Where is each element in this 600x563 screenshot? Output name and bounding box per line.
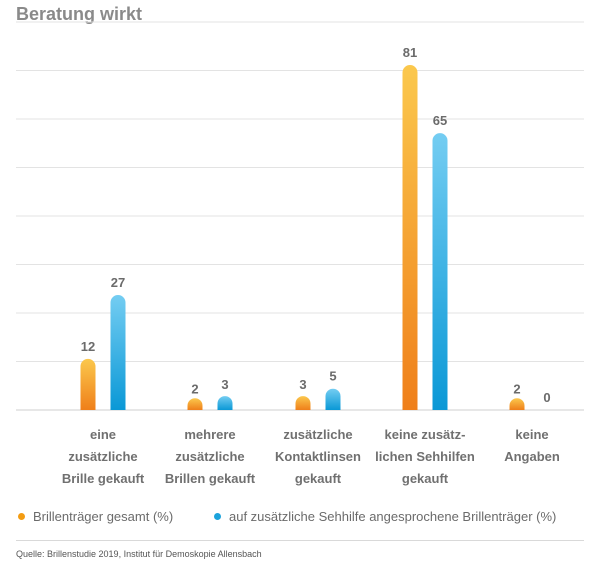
chart-title: Beratung wirkt [16,4,143,24]
bar-series-2-cat-4 [432,133,448,410]
bar-series-1-cat-5 [509,398,525,410]
source-divider [16,540,584,541]
legend-label-series-2: auf zusätzliche Sehhilfe angesprochene B… [229,509,557,524]
legend-label-series-1: Brillenträger gesamt (%) [33,509,174,524]
legend-dot-blue [214,513,221,521]
source-note: Quelle: Brillenstudie 2019, Institut für… [16,549,262,559]
category-label-2: mehrere zusätzliche Brillen gekauft [164,427,256,486]
bar-chart: 12 2 3 81 2 27 3 5 65 0 [16,21,584,411]
bar-series-1-cat-1 [80,358,96,410]
value-label-series-2-cat-3: 5 [329,369,336,384]
bar-series-1-cat-3 [295,396,311,410]
category-label-1: eine zusätzliche Brille gekauft [61,427,145,486]
value-label-series-2-cat-1: 27 [111,275,125,290]
value-label-series-2-cat-4: 65 [433,113,447,128]
legend-item-series-1: Brillenträger gesamt (%) [18,509,173,524]
value-label-series-1-cat-5: 2 [513,381,520,396]
value-label-series-2-cat-2: 3 [221,377,228,392]
bar-series-2-cat-3 [325,388,341,410]
bars [80,65,525,410]
bar-series-2-cat-2 [217,396,233,410]
legend-item-series-2: auf zusätzliche Sehhilfe angesprochene B… [214,509,556,524]
value-label-series-2-cat-5: 0 [543,390,550,405]
bar-series-1-cat-2 [187,398,203,410]
gridlines [16,21,584,411]
value-label-series-1-cat-4: 81 [403,45,417,60]
value-label-series-1-cat-2: 2 [191,381,198,396]
category-label-5: keine Angaben [504,427,560,464]
bar-series-1-cat-4 [402,65,418,410]
legend-dot-orange [18,513,25,521]
bar-series-2-cat-1 [110,295,126,410]
value-labels: 12 2 3 81 2 27 3 5 65 0 [81,45,551,405]
category-label-4: keine zusätz- lichen Sehhilfen gekauft [375,427,475,486]
category-label-3: zusätzliche Kontaktlinsen gekauft [275,427,361,486]
value-label-series-1-cat-1: 12 [81,339,95,354]
value-label-series-1-cat-3: 3 [299,377,306,392]
